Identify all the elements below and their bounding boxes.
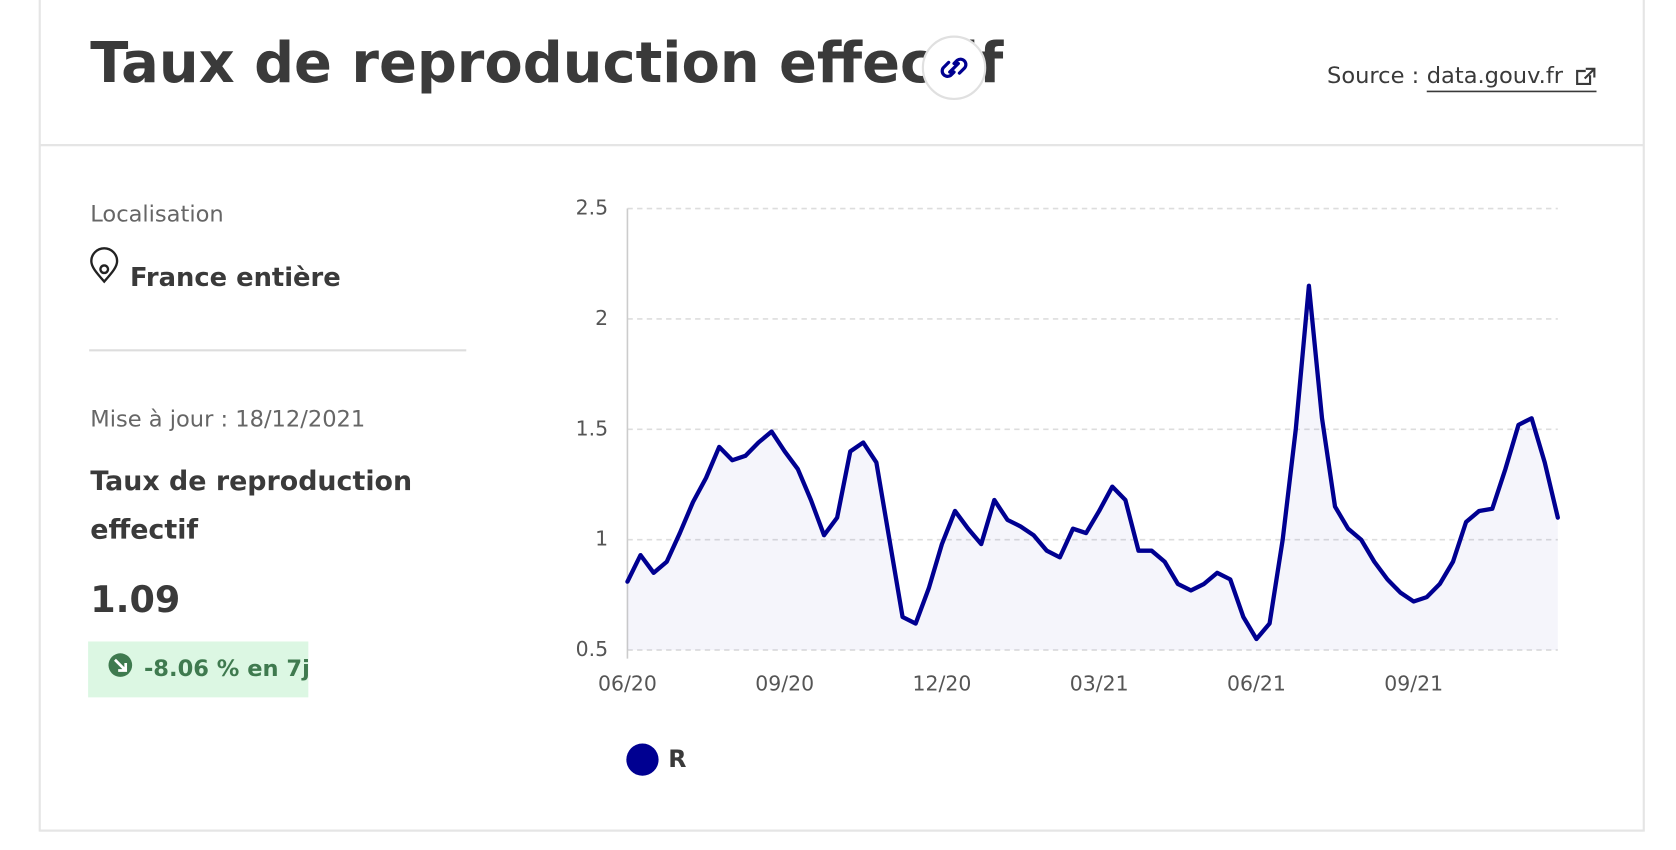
pin-icon — [90, 247, 119, 284]
y-tick-label: 2.5 — [576, 196, 608, 220]
y-tick-label: 0.5 — [576, 637, 608, 661]
change-arrow — [114, 658, 128, 672]
x-tick-label: 06/21 — [1227, 671, 1286, 695]
update-date: Mise à jour : 18/12/2021 — [90, 407, 365, 433]
indicator-name-box: Taux de reproduction effectif — [90, 465, 413, 545]
chart: 0.5 1 1.5 2 2.5 06/20 09/20 12/20 03/21 06/21 09/2… — [576, 196, 1560, 776]
indicator-value: 1.09 — [90, 578, 180, 621]
x-tick-label: 03/21 — [1070, 671, 1129, 695]
source-label: Source : — [1327, 63, 1419, 89]
legend-swatch — [626, 743, 659, 776]
link-icon[interactable] — [940, 57, 968, 78]
y-tick-label: 1.5 — [576, 416, 608, 440]
x-tick-label: 12/20 — [913, 671, 972, 695]
indicator-name: Taux de reproduction effectif — [90, 465, 413, 545]
y-tick-label: 1 — [595, 527, 608, 551]
y-tick-label: 2 — [595, 306, 608, 330]
x-tick-label: 09/20 — [755, 671, 814, 695]
line — [625, 283, 1560, 642]
page-title: Taux de reproduction effectif — [90, 31, 1004, 96]
location-label: Localisation — [90, 201, 223, 227]
line-area — [627, 285, 1558, 651]
x-tick-label: 06/20 — [598, 671, 657, 695]
x-tick-label: 09/21 — [1384, 671, 1443, 695]
change-text: -8.06 % en 7j — [144, 656, 310, 682]
legend-label: R — [668, 745, 686, 773]
external-icon[interactable] — [1576, 67, 1596, 85]
location: France entière — [130, 263, 341, 293]
link-button[interactable] — [921, 35, 987, 101]
source-link[interactable]: data.gouv.fr — [1427, 63, 1597, 93]
source-link-text[interactable]: data.gouv.fr — [1427, 63, 1564, 89]
